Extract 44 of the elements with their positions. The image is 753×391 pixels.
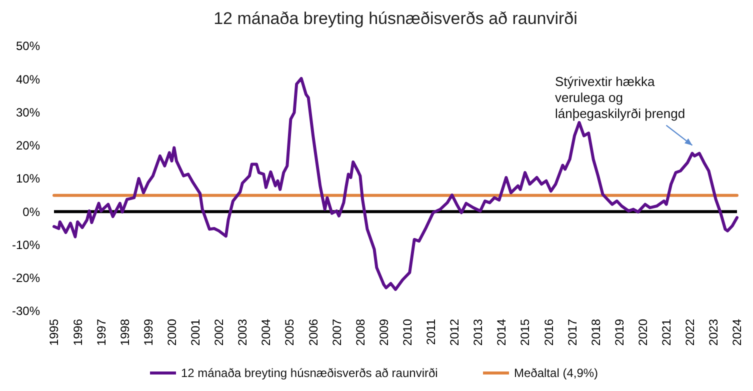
x-tick-label: 2021 (660, 318, 674, 346)
line-series (52, 76, 738, 291)
x-tick-label: 2007 (330, 318, 344, 346)
x-tick-label: 2015 (518, 318, 532, 346)
y-tick-label: -20% (12, 271, 40, 286)
x-tick-label: 2013 (471, 318, 486, 346)
x-tick-label: 2024 (730, 318, 744, 346)
x-tick-label: 2016 (542, 318, 556, 346)
y-tick-label: 10% (16, 172, 40, 186)
x-tick-label: 2004 (259, 318, 274, 346)
annotation: Stýrivextir hækka verulega og lánþegaskilyrði þrengd (555, 74, 686, 121)
x-tick-label: 2010 (400, 318, 414, 346)
legend-label: 12 mánaða breyting húsnæðisverðs að raunvirði (181, 366, 438, 380)
x-tick-label: 2019 (612, 318, 626, 346)
x-tick-label: 2009 (376, 318, 391, 346)
x-tick-label: 2020 (636, 318, 650, 346)
x-tick-label: 1995 (47, 318, 62, 346)
x-tick-label: 2018 (588, 318, 603, 346)
y-tick-label: 30% (16, 105, 40, 120)
x-tick-label: 1996 (70, 318, 85, 346)
legend-label: Meðaltal (4,9%) (514, 366, 598, 380)
x-tick-label: 2012 (448, 318, 462, 346)
x-tick-label: 2014 (494, 318, 509, 346)
x-tick-label: 1997 (94, 318, 108, 346)
y-tick-label: -10% (12, 238, 40, 252)
x-tick-label: 1998 (118, 318, 132, 346)
x-tick-label: 2023 (706, 318, 721, 346)
x-tick-label: 2011 (424, 318, 438, 345)
y-tick-label: 20% (16, 138, 40, 153)
x-tick-label: 2006 (306, 318, 320, 346)
chart-title: 12 mánaða breyting húsnæðisverðs að raunvirði (214, 9, 578, 28)
x-tick-label: 2005 (282, 318, 297, 346)
y-tick-label: 50% (16, 39, 40, 54)
x-tick-label: 2008 (353, 318, 368, 346)
y-tick-label: 40% (16, 72, 40, 86)
y-tick-label: 0% (22, 204, 40, 219)
x-tick-label: 2003 (236, 318, 250, 346)
x-tick-label: 2017 (565, 318, 580, 346)
x-tick-label: 2001 (188, 318, 203, 346)
y-tick-label: -30% (12, 304, 40, 318)
x-tick-label: 2000 (164, 318, 179, 346)
x-tick-label: 2002 (212, 318, 226, 346)
x-tick-label: 2022 (683, 318, 698, 346)
x-tick-label: 1999 (141, 318, 156, 346)
